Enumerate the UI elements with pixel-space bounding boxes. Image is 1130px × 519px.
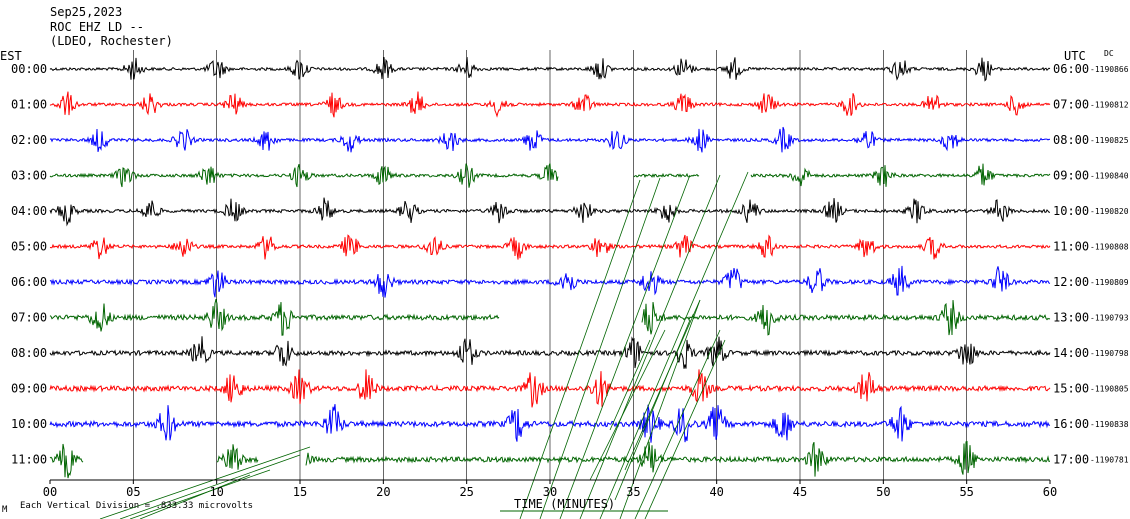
- trace-row-1100: [49, 440, 1051, 479]
- dc-offset-value: -1190838: [1090, 420, 1129, 429]
- utc-hour-label: 16:00: [1053, 417, 1089, 431]
- dc-offset-value: -1190825: [1090, 136, 1129, 145]
- dc-offset-value: -1190793: [1090, 314, 1129, 323]
- trace-row-0800: [49, 336, 1051, 369]
- footer-scale-note: Each Vertical Division = .833.33 microvo…: [20, 501, 253, 511]
- est-hour-label: 07:00: [11, 311, 47, 325]
- trace-row-0000: [49, 56, 1051, 82]
- x-tick-label: 60: [1043, 485, 1057, 499]
- diagonal-line-13: [139, 474, 251, 519]
- diagonal-line-8: [634, 329, 721, 519]
- utc-hour-label: 17:00: [1053, 453, 1089, 467]
- diagonal-line-15: [624, 299, 701, 471]
- trace-row-0400: [49, 197, 1050, 227]
- x-axis-ticks: 00 05 10 15 20 25 30 35 40 45 50 55 60: [43, 480, 1057, 499]
- trace-row-0900: [49, 369, 1051, 408]
- dc-offset-value: -1190840: [1090, 172, 1129, 181]
- x-tick-label: 25: [459, 485, 473, 499]
- diagonal-line-14: [609, 339, 651, 431]
- trace-row-0500: [49, 234, 1051, 260]
- est-hour-label: 10:00: [11, 417, 47, 431]
- diagonal-line-6: [589, 329, 666, 481]
- seismic-traces: [49, 56, 1051, 479]
- header-date: Sep25,2023: [50, 5, 122, 19]
- diagonal-artifact-lines: [99, 171, 749, 519]
- trace-row-1000: [49, 404, 1051, 443]
- footer-mark: M: [2, 505, 8, 515]
- dc-offset-value: -1190805: [1090, 385, 1129, 394]
- est-hour-label: 09:00: [11, 382, 47, 396]
- utc-hour-label: 06:00: [1053, 62, 1089, 76]
- utc-hour-label: 13:00: [1053, 311, 1089, 325]
- trace-row-0100: [49, 91, 1051, 118]
- trace-row-0700: [49, 298, 1051, 336]
- x-tick-label: 50: [876, 485, 890, 499]
- est-hour-label: 03:00: [11, 169, 47, 183]
- diagonal-line-12: [129, 469, 271, 519]
- minute-gridlines: [133, 50, 967, 480]
- dc-offset-value: -1190820: [1090, 207, 1129, 216]
- utc-hour-label: 08:00: [1053, 133, 1089, 147]
- utc-hour-label: 09:00: [1053, 169, 1089, 183]
- dc-offset-value: -1190798: [1090, 349, 1129, 358]
- left-timezone-label: EST: [0, 49, 22, 63]
- x-tick-label: 45: [793, 485, 807, 499]
- right-timezone-label: UTC: [1064, 49, 1086, 63]
- x-tick-label: 15: [293, 485, 307, 499]
- est-hour-label: 04:00: [11, 204, 47, 218]
- utc-hour-label: 07:00: [1053, 98, 1089, 112]
- dc-offset-value: -1190812: [1090, 101, 1129, 110]
- x-axis-label: TIME (MINUTES): [514, 497, 615, 511]
- diagonal-line-4: [599, 171, 749, 519]
- est-hour-label: 00:00: [11, 62, 47, 76]
- diagonal-line-7: [614, 319, 691, 501]
- utc-hour-label: 14:00: [1053, 346, 1089, 360]
- header-network: (LDEO, Rochester): [50, 34, 173, 48]
- x-tick-label: 05: [126, 485, 140, 499]
- x-tick-label: 35: [626, 485, 640, 499]
- diagonal-line-1: [539, 177, 661, 519]
- x-tick-label: 30: [543, 485, 557, 499]
- est-hour-label: 01:00: [11, 98, 47, 112]
- est-hour-label: 06:00: [11, 275, 47, 289]
- x-tick-label: 10: [209, 485, 223, 499]
- diagonal-line-0: [519, 179, 641, 519]
- trace-row-0600: [49, 265, 1051, 298]
- utc-hour-label: 12:00: [1053, 275, 1089, 289]
- header-station: ROC EHZ LD --: [50, 20, 144, 34]
- trace-row-0200: [49, 126, 1051, 153]
- dc-offset-value: -1190781: [1090, 456, 1129, 465]
- est-hour-label: 02:00: [11, 133, 47, 147]
- diagonal-line-3: [579, 174, 721, 519]
- dc-offset-value: -1190809: [1090, 278, 1129, 287]
- diagonal-line-11: [119, 454, 301, 519]
- utc-hour-label: 15:00: [1053, 382, 1089, 396]
- diagonal-line-2: [559, 174, 691, 519]
- utc-hour-label: 11:00: [1053, 240, 1089, 254]
- x-tick-label: 00: [43, 485, 57, 499]
- dc-label: DC: [1104, 49, 1114, 58]
- diagonal-line-10: [99, 446, 311, 519]
- utc-hour-label: 10:00: [1053, 204, 1089, 218]
- trace-row-0300: [49, 163, 1051, 188]
- dc-offset-value: -1190808: [1090, 243, 1129, 252]
- x-tick-label: 40: [709, 485, 723, 499]
- x-tick-label: 20: [376, 485, 390, 499]
- diagonal-line-9: [644, 339, 726, 519]
- est-hour-label: 11:00: [11, 453, 47, 467]
- dc-offset-value: -1190866: [1090, 65, 1129, 74]
- x-tick-label: 55: [959, 485, 973, 499]
- est-hour-label: 05:00: [11, 240, 47, 254]
- est-hour-label: 08:00: [11, 346, 47, 360]
